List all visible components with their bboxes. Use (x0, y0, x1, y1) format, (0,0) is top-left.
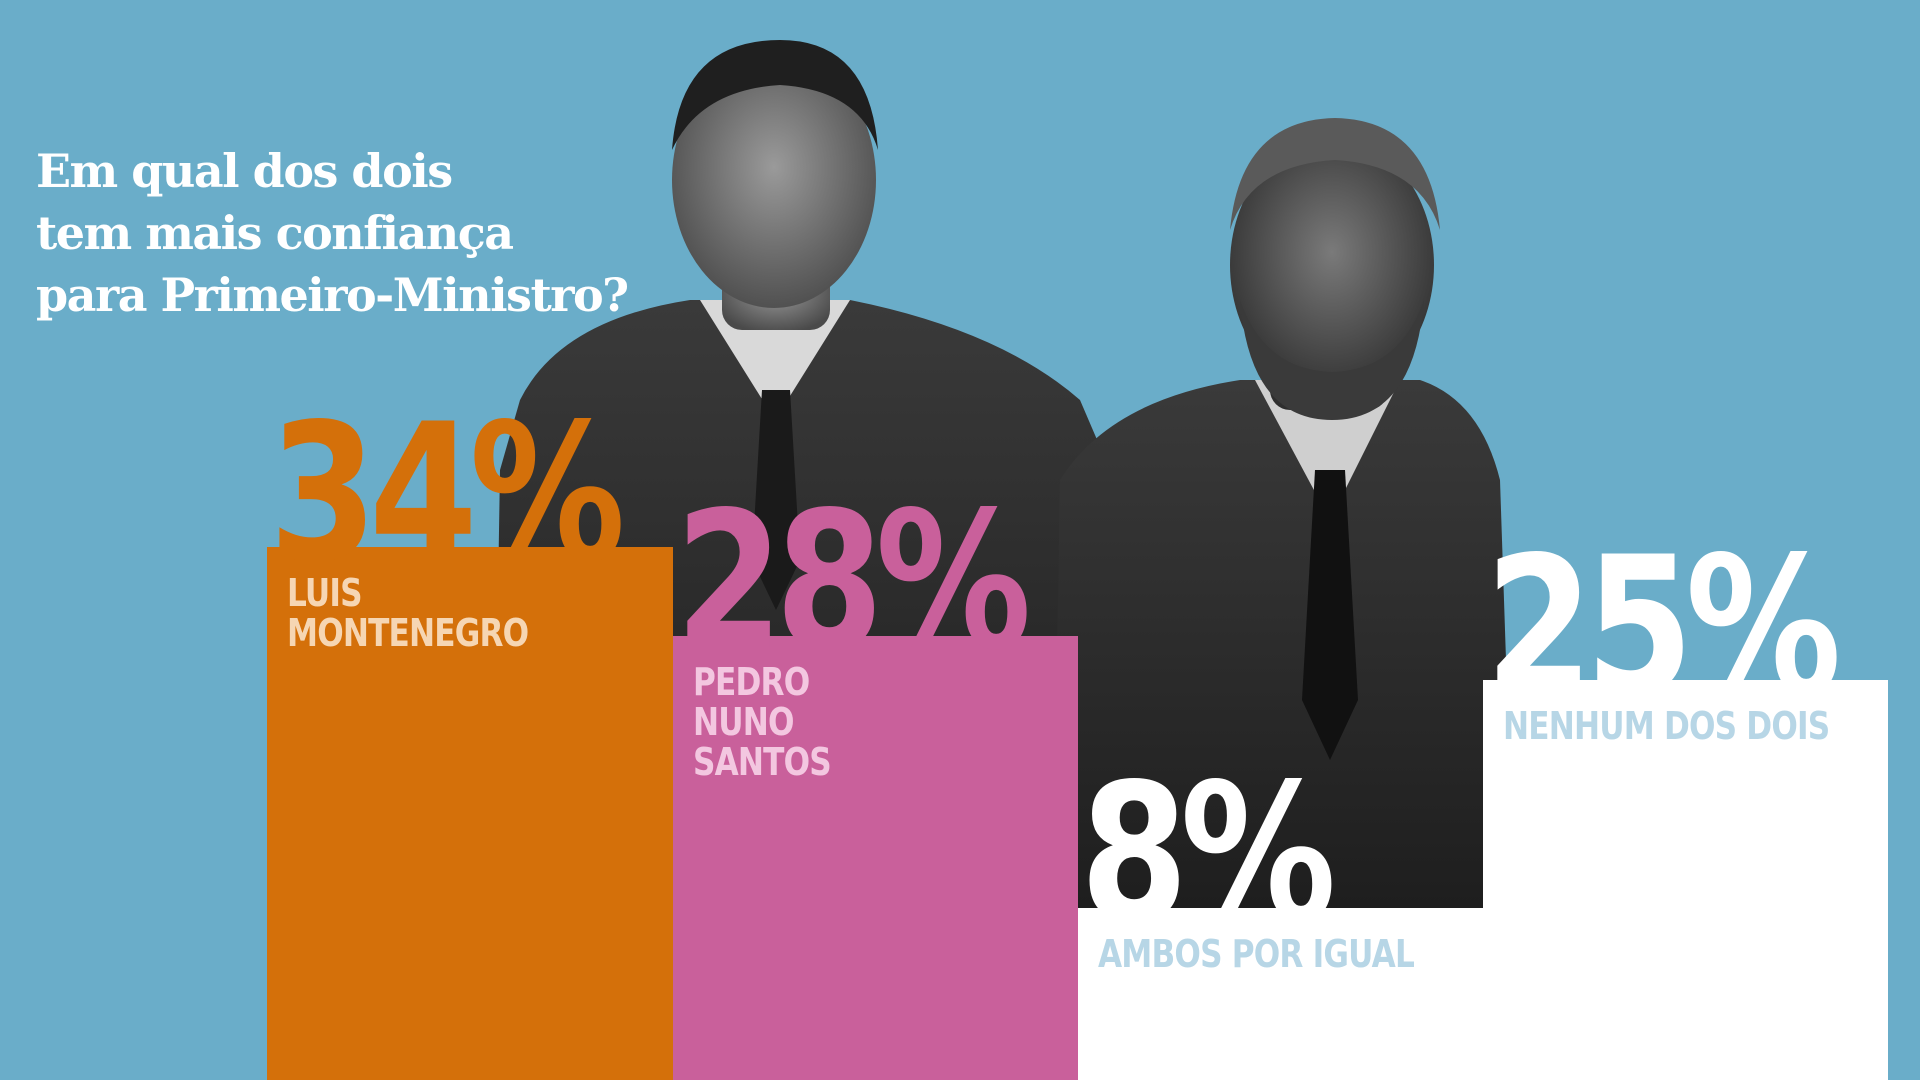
question-line-2: tem mais confiança (36, 206, 514, 260)
value-label-1: 34% (269, 382, 626, 604)
question-line-1: Em qual dos dois (36, 144, 453, 198)
category-label-1: LUIS MONTENEGRO (287, 570, 529, 655)
value-label-4: 25% (1485, 515, 1842, 737)
value-label-2: 28% (675, 471, 1032, 693)
question-title: Em qual dos dois tem mais confiança para… (36, 140, 736, 326)
value-label-3: 8% (1080, 743, 1336, 965)
bar-3 (1078, 907, 1483, 1080)
category-label-2: PEDRO NUNO SANTOS (693, 659, 832, 784)
photo-pedro-nuno-santos (1050, 118, 1520, 1080)
bar-4 (1483, 680, 1888, 1080)
question-line-3: para Primeiro-Ministro? (36, 268, 629, 322)
bar-2 (673, 635, 1078, 1080)
bar-1 (267, 546, 673, 1080)
category-label-4: NENHUM DOS DOIS (1503, 704, 1830, 748)
category-label-3: AMBOS POR IGUAL (1098, 931, 1415, 976)
